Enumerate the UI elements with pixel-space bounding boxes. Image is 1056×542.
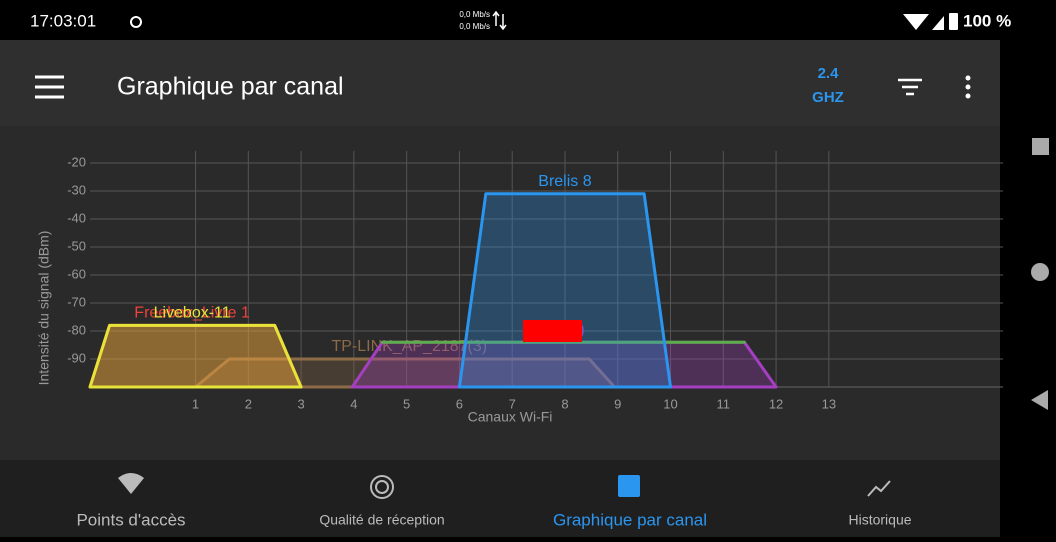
y-tick-label: -60	[67, 266, 86, 281]
y-tick-label: -80	[67, 322, 86, 337]
y-tick-label: -90	[67, 350, 86, 365]
x-tick-label: 12	[769, 396, 783, 411]
x-tick-label: 9	[614, 396, 621, 411]
x-tick-label: 10	[663, 396, 677, 411]
nav-item[interactable]: Historique	[848, 512, 911, 528]
x-tick-label: 6	[456, 396, 463, 411]
nav-item[interactable]: Graphique par canal	[553, 510, 707, 529]
network-label: Brelis 8	[538, 173, 591, 190]
x-tick-label: 13	[822, 396, 836, 411]
home-button[interactable]	[1031, 263, 1049, 281]
speed-up: 0,0 Mb/s	[459, 10, 490, 19]
y-tick-label: -30	[67, 182, 86, 197]
y-tick-label: -70	[67, 294, 86, 309]
battery-icon	[949, 13, 958, 30]
x-tick-label: 4	[350, 396, 357, 411]
x-axis-label: Canaux Wi-Fi	[468, 409, 553, 425]
band-button[interactable]: GHZ	[812, 89, 844, 106]
speed-down: 0,0 Mb/s	[459, 22, 490, 31]
more-button[interactable]	[966, 76, 971, 99]
band-button[interactable]: 2.4	[818, 65, 840, 82]
network-label: Livebox-11	[154, 305, 231, 322]
screen: 17:03:01 0,0 Mb/s 0,0 Mb/s 100 % Graphiq…	[0, 0, 1056, 537]
y-tick-label: -20	[67, 154, 86, 169]
clock: 17:03:01	[30, 11, 96, 30]
network-shape	[459, 194, 670, 387]
x-tick-label: 3	[297, 396, 304, 411]
y-tick-label: -50	[67, 238, 86, 253]
network-shape	[90, 325, 301, 387]
overview-button[interactable]	[1032, 138, 1049, 155]
nav-item[interactable]: Qualité de réception	[319, 512, 444, 528]
x-tick-label: 8	[561, 396, 568, 411]
nav-item[interactable]: Points d'accès	[76, 510, 185, 529]
x-tick-label: 11	[717, 396, 731, 411]
y-tick-label: -40	[67, 210, 86, 225]
x-tick-label: 1	[192, 396, 199, 411]
redaction	[523, 320, 582, 342]
nav-icon	[618, 475, 640, 497]
toolbar-title: Graphique par canal	[117, 73, 344, 101]
x-tick-label: 2	[245, 396, 252, 411]
battery: 100 %	[963, 11, 1011, 30]
y-axis-label: Intensité du signal (dBm)	[36, 231, 52, 386]
x-tick-label: 5	[403, 396, 410, 411]
